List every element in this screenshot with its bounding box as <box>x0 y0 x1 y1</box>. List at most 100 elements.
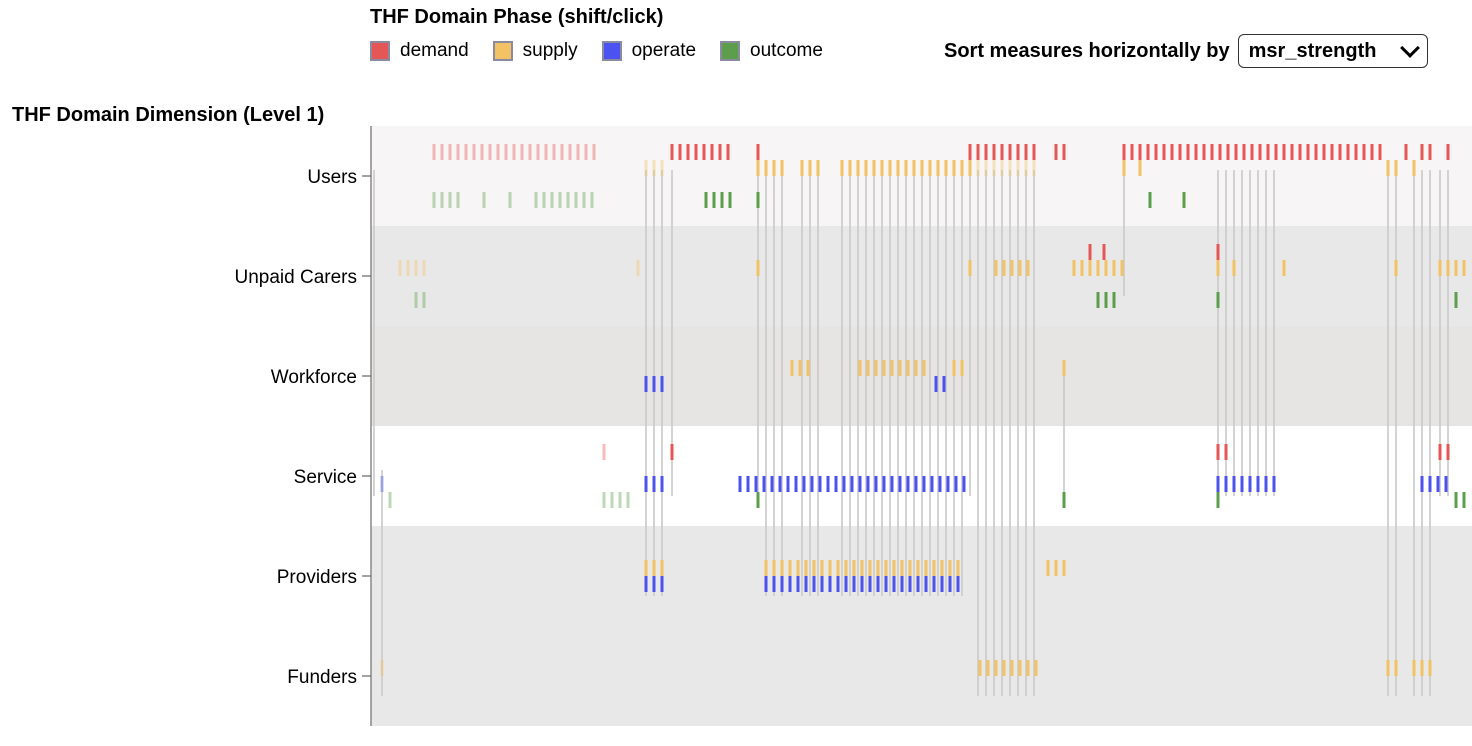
measure-mark-supply[interactable] <box>892 560 896 576</box>
measure-mark-supply[interactable] <box>836 560 840 576</box>
measure-mark-supply[interactable] <box>1002 260 1006 276</box>
measure-mark-demand[interactable] <box>1250 144 1254 160</box>
measure-mark-supply[interactable] <box>984 160 988 176</box>
measure-mark-operate[interactable] <box>1256 476 1260 492</box>
measure-mark-operate[interactable] <box>892 576 896 592</box>
measure-mark-supply[interactable] <box>636 260 640 276</box>
measure-mark-outcome[interactable] <box>1104 292 1108 308</box>
measure-mark-demand[interactable] <box>1346 144 1350 160</box>
measure-mark-demand[interactable] <box>670 144 674 160</box>
measure-mark-supply[interactable] <box>860 560 864 576</box>
measure-mark-supply[interactable] <box>1428 660 1432 676</box>
measure-mark-outcome[interactable] <box>566 192 570 208</box>
measure-mark-operate[interactable] <box>962 476 966 492</box>
measure-mark-supply[interactable] <box>948 560 952 576</box>
measure-mark-supply[interactable] <box>1462 260 1466 276</box>
measure-mark-demand[interactable] <box>448 144 452 160</box>
measure-mark-operate[interactable] <box>786 476 790 492</box>
measure-mark-outcome[interactable] <box>508 192 512 208</box>
measure-mark-demand[interactable] <box>1202 144 1206 160</box>
measure-mark-demand[interactable] <box>1146 144 1150 160</box>
measure-mark-operate[interactable] <box>770 476 774 492</box>
measure-mark-supply[interactable] <box>1438 260 1442 276</box>
measure-mark-operate[interactable] <box>940 576 944 592</box>
measure-mark-demand[interactable] <box>1298 144 1302 160</box>
measure-mark-operate[interactable] <box>948 576 952 592</box>
measure-mark-demand[interactable] <box>576 144 580 160</box>
measure-mark-demand[interactable] <box>756 144 760 160</box>
measure-mark-supply[interactable] <box>1008 160 1012 176</box>
measure-mark-demand[interactable] <box>1186 144 1190 160</box>
measure-mark-supply[interactable] <box>1282 260 1286 276</box>
measure-mark-operate[interactable] <box>938 476 942 492</box>
measure-mark-outcome[interactable] <box>440 192 444 208</box>
measure-mark-supply[interactable] <box>968 160 972 176</box>
measure-mark-supply[interactable] <box>1216 260 1220 276</box>
measure-mark-operate[interactable] <box>858 476 862 492</box>
measure-mark-demand[interactable] <box>1210 144 1214 160</box>
measure-mark-demand[interactable] <box>1274 144 1278 160</box>
measure-mark-outcome[interactable] <box>1096 292 1100 308</box>
measure-mark-supply[interactable] <box>866 360 870 376</box>
measure-mark-operate[interactable] <box>1240 476 1244 492</box>
measure-mark-demand[interactable] <box>1446 144 1450 160</box>
measure-mark-operate[interactable] <box>956 576 960 592</box>
measure-mark-operate[interactable] <box>660 376 664 392</box>
measure-mark-demand[interactable] <box>584 144 588 160</box>
measure-mark-supply[interactable] <box>772 560 776 576</box>
measure-mark-demand[interactable] <box>1016 144 1020 160</box>
measure-mark-operate[interactable] <box>890 476 894 492</box>
measure-mark-supply[interactable] <box>1394 260 1398 276</box>
measure-mark-outcome[interactable] <box>1112 292 1116 308</box>
measure-mark-operate[interactable] <box>772 576 776 592</box>
measure-mark-operate[interactable] <box>802 476 806 492</box>
measure-mark-operate[interactable] <box>842 476 846 492</box>
measure-mark-supply[interactable] <box>1016 160 1020 176</box>
measure-mark-supply[interactable] <box>852 560 856 576</box>
measure-mark-demand[interactable] <box>1438 444 1442 460</box>
measure-mark-supply[interactable] <box>1088 260 1092 276</box>
measure-mark-outcome[interactable] <box>712 192 716 208</box>
measure-mark-supply[interactable] <box>908 560 912 576</box>
measure-mark-demand[interactable] <box>504 144 508 160</box>
measure-mark-demand[interactable] <box>1378 144 1382 160</box>
measure-mark-supply[interactable] <box>644 560 648 576</box>
measure-mark-operate[interactable] <box>852 576 856 592</box>
measure-mark-demand[interactable] <box>1338 144 1342 160</box>
measure-mark-demand[interactable] <box>976 144 980 160</box>
measure-mark-supply[interactable] <box>1024 160 1028 176</box>
measure-mark-operate[interactable] <box>850 476 854 492</box>
measure-mark-outcome[interactable] <box>590 192 594 208</box>
measure-mark-outcome[interactable] <box>550 192 554 208</box>
measure-mark-operate[interactable] <box>778 476 782 492</box>
measure-mark-operate[interactable] <box>652 476 656 492</box>
measure-mark-supply[interactable] <box>858 360 862 376</box>
measure-mark-demand[interactable] <box>1314 144 1318 160</box>
measure-mark-operate[interactable] <box>660 576 664 592</box>
measure-mark-demand[interactable] <box>670 444 674 460</box>
measure-mark-supply[interactable] <box>1446 260 1450 276</box>
measure-mark-demand[interactable] <box>1000 144 1004 160</box>
measure-mark-supply[interactable] <box>924 560 928 576</box>
measure-mark-demand[interactable] <box>1370 144 1374 160</box>
measure-mark-operate[interactable] <box>644 376 648 392</box>
measure-mark-supply[interactable] <box>1000 160 1004 176</box>
measure-mark-operate[interactable] <box>876 576 880 592</box>
measure-mark-operate[interactable] <box>1428 476 1432 492</box>
measure-mark-demand[interactable] <box>536 144 540 160</box>
measure-mark-operate[interactable] <box>1444 476 1448 492</box>
measure-mark-demand[interactable] <box>1138 144 1142 160</box>
measure-mark-supply[interactable] <box>1120 260 1124 276</box>
legend-item-operate[interactable]: operate <box>601 40 696 62</box>
measure-mark-demand[interactable] <box>1282 144 1286 160</box>
measure-mark-supply[interactable] <box>882 360 886 376</box>
measure-mark-demand[interactable] <box>544 144 548 160</box>
measure-mark-supply[interactable] <box>820 560 824 576</box>
measure-mark-demand[interactable] <box>432 144 436 160</box>
measure-mark-supply[interactable] <box>1026 660 1030 676</box>
measure-mark-operate[interactable] <box>1420 476 1424 492</box>
measure-mark-demand[interactable] <box>1354 144 1358 160</box>
measure-mark-supply[interactable] <box>800 160 804 176</box>
measure-mark-supply[interactable] <box>806 360 810 376</box>
measure-mark-demand[interactable] <box>702 144 706 160</box>
